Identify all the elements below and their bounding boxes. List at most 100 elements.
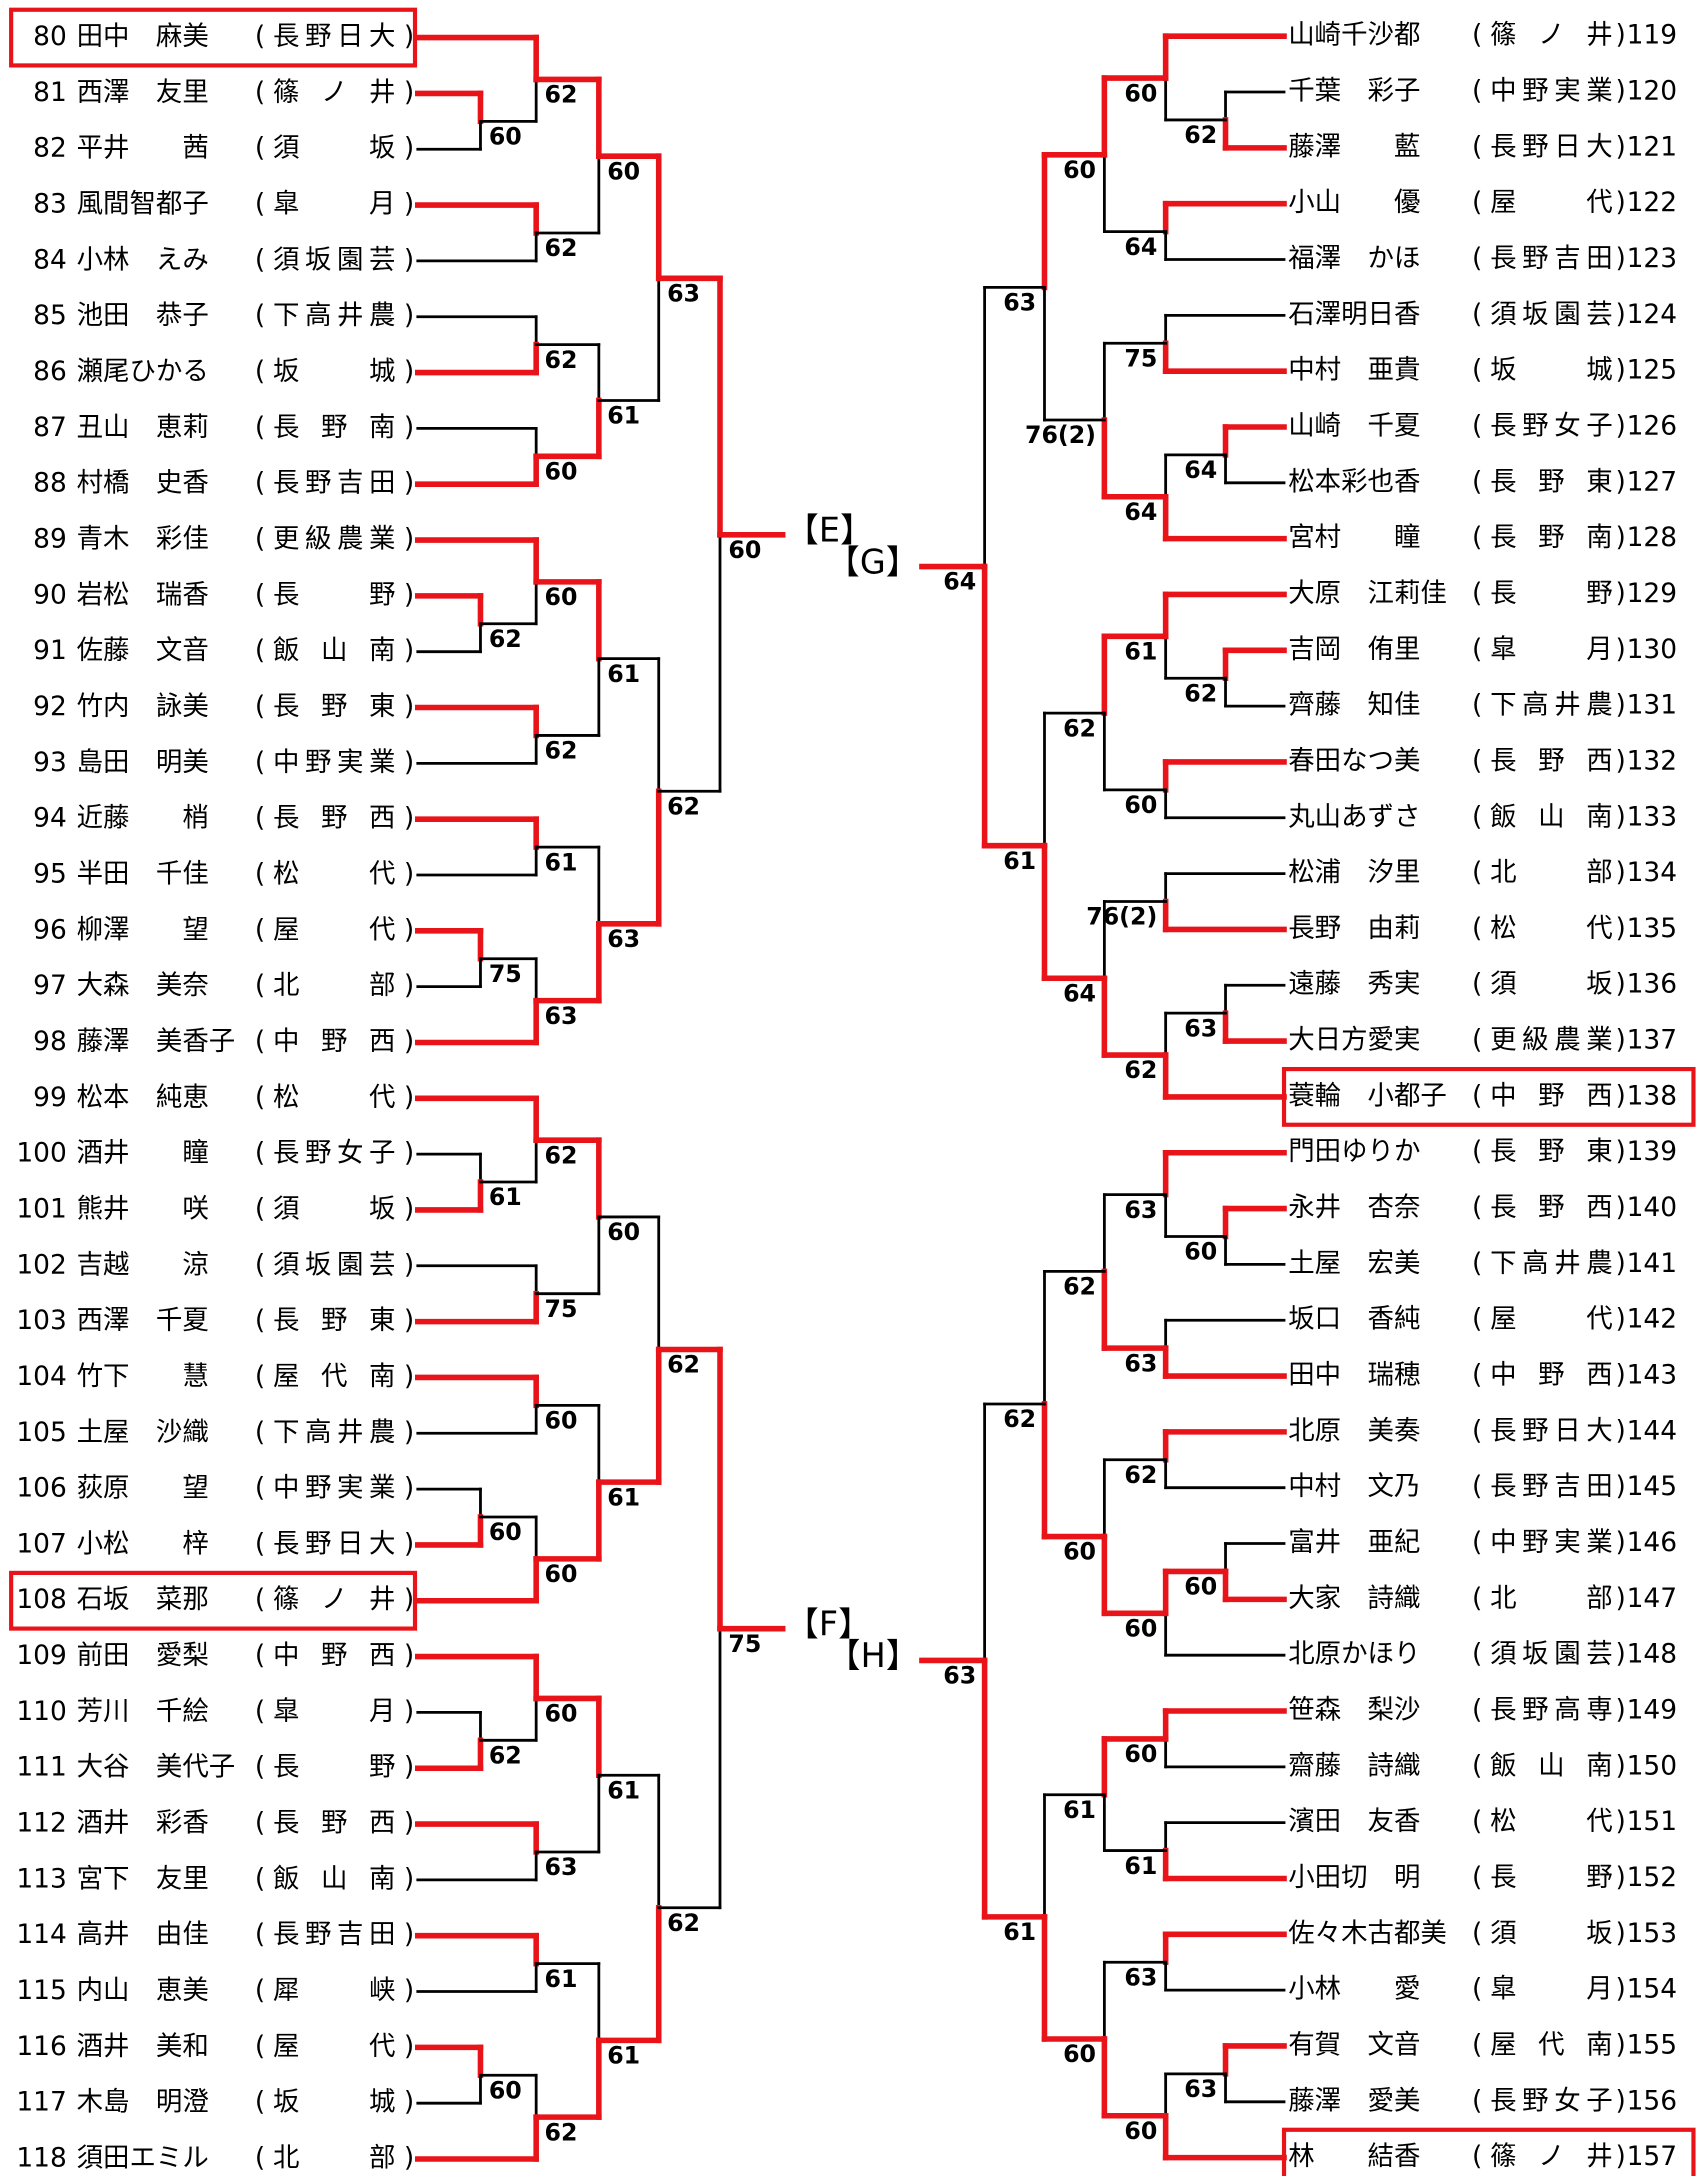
player-number: 148 bbox=[1627, 1639, 1677, 1670]
player-name: 笹森 梨沙 bbox=[1288, 1695, 1420, 1726]
match-score: 62 bbox=[545, 1141, 578, 1169]
paren: ) bbox=[404, 1473, 414, 1504]
player-number: 152 bbox=[1627, 1862, 1677, 1893]
player-name: 大原 江莉佳 bbox=[1288, 578, 1447, 609]
player-number: 103 bbox=[16, 1305, 66, 1336]
paren: ( bbox=[1472, 2029, 1482, 2060]
player-name: 藤澤 愛美 bbox=[1288, 2085, 1420, 2116]
paren: ) bbox=[404, 1863, 414, 1894]
player-name: 西澤 千夏 bbox=[77, 1305, 209, 1336]
match-score: 63 bbox=[667, 280, 700, 308]
player-number: 118 bbox=[16, 2143, 66, 2174]
paren: ) bbox=[1615, 20, 1625, 51]
player-school: 長野女子 bbox=[273, 1138, 396, 1169]
paren: ( bbox=[1472, 1304, 1482, 1335]
player-school: 中野西 bbox=[1490, 1360, 1613, 1391]
player-name: 島田 明美 bbox=[77, 747, 209, 778]
player-number: 80 bbox=[33, 21, 67, 52]
paren: ) bbox=[404, 970, 414, 1001]
player-school: 長野 bbox=[273, 579, 396, 610]
paren: ) bbox=[1615, 1248, 1625, 1279]
paren: ( bbox=[255, 970, 265, 1001]
player-name: 松本 純恵 bbox=[77, 1082, 209, 1113]
match-score: 60 bbox=[545, 1560, 578, 1588]
match-score: 62 bbox=[489, 625, 522, 653]
player-number: 151 bbox=[1627, 1806, 1677, 1837]
match-score: 75 bbox=[489, 960, 522, 988]
player-school: 中野実業 bbox=[273, 747, 396, 778]
player-school: 長野南 bbox=[1490, 522, 1613, 553]
paren: ) bbox=[1615, 2085, 1625, 2116]
player-school: 篠ノ井 bbox=[273, 1584, 396, 1615]
player-number: 123 bbox=[1627, 243, 1677, 274]
paren: ) bbox=[1615, 1080, 1625, 1111]
player-name: 半田 千佳 bbox=[77, 858, 209, 889]
paren: ) bbox=[1615, 466, 1625, 497]
paren: ) bbox=[404, 1919, 414, 1950]
match-score: 61 bbox=[1124, 1852, 1157, 1880]
player-school: 北部 bbox=[273, 970, 396, 1001]
paren: ) bbox=[1615, 1025, 1625, 1056]
paren: ) bbox=[1615, 1304, 1625, 1335]
player-name: 有賀 文音 bbox=[1288, 2029, 1420, 2060]
player-name: 佐藤 文音 bbox=[77, 635, 209, 666]
match-score: 60 bbox=[545, 1700, 578, 1728]
paren: ) bbox=[404, 133, 414, 164]
match-score: 61 bbox=[1003, 847, 1036, 875]
paren: ) bbox=[1615, 1862, 1625, 1893]
player-number: 99 bbox=[33, 1082, 67, 1113]
player-number: 107 bbox=[16, 1528, 66, 1559]
player-name: 木島 明澄 bbox=[77, 2087, 209, 2118]
player-number: 154 bbox=[1627, 1974, 1677, 2005]
match-score: 64 bbox=[1063, 979, 1096, 1007]
paren: ( bbox=[255, 635, 265, 666]
player-number: 128 bbox=[1627, 522, 1677, 553]
paren: ) bbox=[404, 1249, 414, 1280]
match-score: 60 bbox=[1184, 1573, 1217, 1601]
paren: ) bbox=[404, 1696, 414, 1727]
player-number: 136 bbox=[1627, 969, 1677, 1000]
paren: ( bbox=[1472, 2085, 1482, 2116]
player-name: 村橋 史香 bbox=[77, 468, 209, 499]
match-score: 60 bbox=[489, 1518, 522, 1546]
paren: ) bbox=[404, 1361, 414, 1392]
player-school: 坂城 bbox=[1490, 355, 1613, 386]
match-score: 64 bbox=[1124, 498, 1157, 526]
section-label: 【H】 bbox=[827, 1636, 919, 1675]
match-score: 60 bbox=[489, 2076, 522, 2104]
paren: ) bbox=[1615, 2141, 1625, 2172]
player-number: 126 bbox=[1627, 410, 1677, 441]
paren: ) bbox=[404, 858, 414, 889]
player-school: 長野高専 bbox=[1490, 1695, 1613, 1726]
match-score: 61 bbox=[1063, 1796, 1096, 1824]
match-score: 61 bbox=[1124, 638, 1157, 666]
match-score: 60 bbox=[1184, 1238, 1217, 1266]
paren: ) bbox=[404, 1584, 414, 1615]
player-school: 松代 bbox=[273, 858, 396, 889]
paren: ( bbox=[255, 468, 265, 499]
player-school: 下高井農 bbox=[273, 300, 396, 331]
player-number: 83 bbox=[33, 189, 67, 220]
paren: ( bbox=[255, 189, 265, 220]
player-school: 長野東 bbox=[1490, 466, 1613, 497]
player-name: 青木 彩佳 bbox=[77, 524, 209, 555]
paren: ( bbox=[1472, 76, 1482, 107]
paren: ( bbox=[1472, 2141, 1482, 2172]
player-number: 149 bbox=[1627, 1695, 1677, 1726]
match-score: 63 bbox=[1003, 289, 1036, 317]
paren: ) bbox=[404, 1528, 414, 1559]
player-name: 小林 愛 bbox=[1288, 1974, 1420, 2005]
player-school: 長野西 bbox=[273, 803, 396, 834]
match-score: 75 bbox=[728, 1630, 761, 1658]
paren: ) bbox=[404, 1752, 414, 1783]
paren: ( bbox=[255, 2031, 265, 2062]
paren: ( bbox=[1472, 299, 1482, 330]
player-name: 竹下 慧 bbox=[77, 1361, 209, 1392]
paren: ) bbox=[404, 579, 414, 610]
paren: ( bbox=[255, 1473, 265, 1504]
player-school: 長野吉田 bbox=[273, 1919, 396, 1950]
match-score: 60 bbox=[1063, 1538, 1096, 1566]
paren: ( bbox=[1472, 1248, 1482, 1279]
player-school: 長野 bbox=[1490, 578, 1613, 609]
